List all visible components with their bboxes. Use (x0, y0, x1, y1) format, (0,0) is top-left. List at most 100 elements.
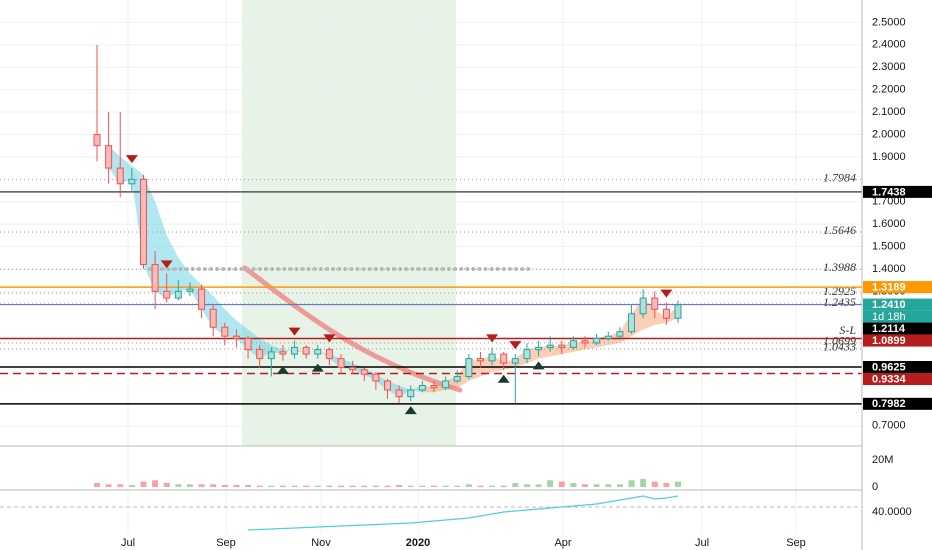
candle-body (163, 290, 171, 299)
volume-bar (547, 480, 554, 487)
candle-body (465, 358, 473, 378)
candle-body (488, 353, 496, 362)
volume-bar (465, 484, 472, 487)
volume-bar (419, 485, 426, 487)
volume-bar (268, 485, 275, 487)
badge-label: 1.7438 (872, 186, 906, 198)
volume-tick-label: 0 (872, 481, 878, 493)
level-label: 1.0699 (823, 334, 856, 348)
sell-signal (125, 155, 138, 164)
candle-body (604, 335, 612, 339)
level-label: 1.2435 (823, 295, 856, 309)
buy-signal (276, 365, 289, 374)
candle-body (662, 308, 670, 319)
volume-bar (523, 484, 530, 487)
x-tick-label: Sep (786, 537, 806, 549)
y-tick-label: 1.9000 (872, 151, 906, 163)
buy-signal (311, 363, 324, 372)
x-tick-label: Nov (311, 537, 331, 549)
candle-body (302, 346, 310, 355)
x-tick-label: Jul (121, 537, 135, 549)
y-tick-label: 0.7000 (872, 420, 906, 432)
badge-label: 1.3189 (872, 282, 906, 294)
level-label: 1.5646 (823, 223, 856, 237)
volume-bar (489, 485, 496, 487)
candle-body (546, 344, 554, 348)
volume-bar (570, 482, 577, 487)
volume-bar (186, 484, 193, 487)
candle-body (128, 178, 136, 185)
level-label: 1.7984 (823, 170, 856, 184)
x-tick-label: Apr (554, 537, 571, 549)
buy-signal (532, 361, 545, 370)
y-tick-label: 2.5000 (872, 16, 906, 28)
volume-bar (210, 484, 217, 487)
volume-bar (640, 478, 647, 487)
price-badge (863, 322, 932, 335)
candle-body (105, 145, 113, 169)
candle-body (395, 389, 403, 398)
volume-bar (396, 484, 403, 487)
candle-body (535, 346, 543, 351)
trail-segment (550, 345, 562, 357)
volume-bar (279, 485, 286, 487)
volume-bar (349, 485, 356, 487)
volume-bar (175, 484, 182, 487)
candle-body (674, 304, 682, 319)
volume-bar (140, 481, 147, 487)
volume-bar (221, 484, 228, 487)
level-label: 1.0433 (823, 340, 856, 354)
volume-bar (105, 484, 112, 487)
candle-body (453, 376, 461, 382)
buy-signal (404, 406, 417, 415)
candle-body (325, 349, 333, 360)
volume-bar (442, 485, 449, 487)
volume-bar (303, 485, 310, 487)
volume-bar (535, 484, 542, 487)
candle-body (279, 351, 287, 355)
badge-label: 1.0899 (872, 335, 906, 347)
sell-signal (486, 334, 499, 343)
volume-bar (314, 485, 321, 487)
candle-body (407, 389, 415, 398)
candle-body (558, 344, 566, 348)
price-badge (863, 360, 932, 373)
lower-panes (94, 478, 681, 531)
y-tick-label: 1.6000 (872, 218, 906, 230)
candle-body (639, 297, 647, 315)
price-badge (863, 281, 932, 294)
candle-body (267, 351, 275, 360)
candle-body (337, 358, 345, 369)
price-axis (862, 0, 932, 550)
candle-body (628, 313, 636, 333)
highlight-range (242, 0, 456, 446)
y-tick-label: 2.1000 (872, 106, 906, 118)
badge-label: 0.9334 (872, 373, 907, 385)
x-tick-label: 2020 (406, 537, 430, 549)
y-tick-label: 2.4000 (872, 39, 906, 51)
badge-label: 1.2114 (872, 323, 906, 335)
volume-bar (256, 485, 263, 487)
y-tick-label: 1.7000 (872, 196, 906, 208)
x-tick-label: Jul (695, 537, 709, 549)
candle-body (209, 308, 217, 328)
sell-signal (160, 260, 173, 269)
volume-bar (512, 482, 519, 487)
y-tick-label: 2.2000 (872, 84, 906, 96)
x-tick-label: Sep (216, 537, 236, 549)
candle-body (221, 326, 229, 337)
candle-body (418, 384, 426, 391)
volume-bar (500, 485, 507, 487)
candle-body (244, 337, 252, 351)
axis-labels: 2.5000 2.4000 2.3000 2.2000 2.1000 2.0000 1.90… (863, 16, 932, 518)
candle-body (232, 335, 240, 339)
volume-bar (675, 481, 681, 487)
candle-body (651, 297, 659, 310)
volume-bar (117, 484, 124, 487)
badge-label: 0.7982 (872, 398, 906, 410)
volume-bar (628, 480, 635, 487)
countdown: 1d 18h (872, 311, 906, 323)
